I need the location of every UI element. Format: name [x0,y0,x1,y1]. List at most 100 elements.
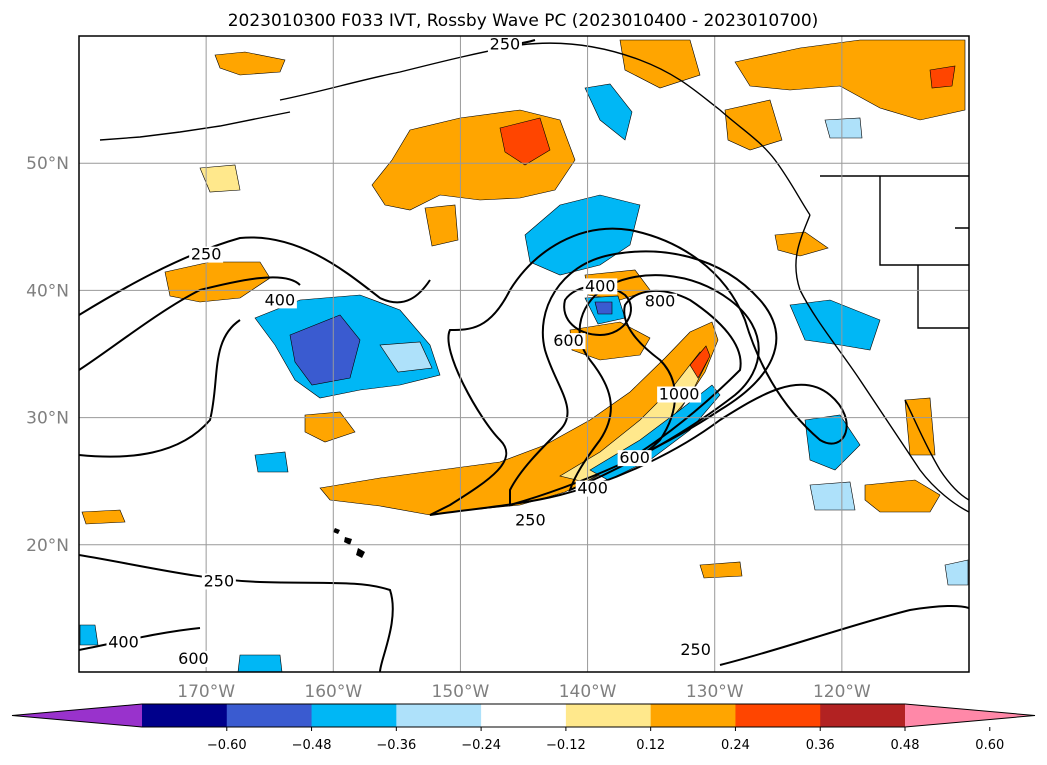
colorbar-segment [396,704,482,727]
contour-250-south [79,554,394,672]
lon-tick-label: 170°W [177,682,235,702]
contour-label-text: 250 [515,510,546,529]
contour-label-bg [575,480,610,497]
contour-label-text: 400 [585,276,616,295]
colorbar-segment [650,704,736,727]
lat-tick-label: 40°N [26,281,69,301]
shading-ne2 [734,39,966,121]
colorbar-tick-label: 0.60 [975,738,1004,753]
shading-small5 [699,561,743,579]
shading-coast [724,99,783,151]
colorbar-segment [820,704,906,727]
colorbar-segment [565,704,652,727]
lon-tick-label: 130°W [686,682,744,702]
contour-label-text: 800 [645,292,676,311]
colorbar-tick-label: 0.24 [721,738,750,753]
colorbar-tick-label: −0.36 [376,738,416,753]
contour-label-text: 250 [680,640,711,659]
contour-label-bg [106,634,141,651]
contour-label-bg [189,246,224,263]
contour-400-main [509,250,778,507]
coast-aleutians [99,111,291,141]
contour-label-bg [262,292,297,309]
shading-west-edge [199,164,241,193]
contour-label-text: 600 [619,448,650,467]
lon-tick-label: 140°W [559,682,617,702]
contour-label-bg [201,573,236,590]
contour-label-text: 400 [265,290,296,309]
contour-label: 1000 [657,385,702,404]
shading-mid [304,411,356,443]
shading-neg-ne [584,83,633,141]
shading-small3 [904,397,936,456]
contour-800 [619,289,742,466]
contour-label: 250 [513,510,548,529]
lon-tick-label: 120°W [813,682,871,702]
contour-label-text: 250 [204,572,235,591]
shading-neg-west-core [289,314,361,386]
contour-label-text: 400 [577,479,608,498]
shading-small4 [214,51,286,76]
contour-250-main [429,227,848,516]
ivt-contour-labels: 250 250 400 400 600 800 1000 600 400 250 250 400 600… [106,35,713,668]
coast-alaska [279,42,811,216]
colorbar-tick-label: −0.60 [207,738,247,753]
contour-label-bg [583,278,618,295]
contour-label-bg [551,333,586,350]
colorbar: −0.60 −0.48 −0.36 −0.24 −0.12 0.12 0.24 0.36 0.4… [11,703,1036,753]
contour-250-se [719,604,969,666]
shading-north-pacific-red [499,117,551,166]
colorbar-segment [311,704,397,727]
colorbar-extend-low [12,704,142,727]
contour-label: 400 [583,276,618,295]
shading-neg-mid [254,451,289,473]
shading-neg-east3 [809,481,856,511]
map-title: 2023010300 F033 IVT, Rossby Wave PC (202… [228,11,819,31]
contour-label: 250 [678,640,713,659]
colorbar-outline [11,703,1036,728]
contour-label: 600 [551,331,586,350]
contour-label-bg [487,36,522,53]
contour-600-main [568,274,760,492]
colorbar-extend-high [905,704,1035,727]
contour-label-bg [513,512,548,529]
contour-west-loop [79,319,241,458]
colorbar-tick-label: −0.48 [292,738,332,753]
shading-neg-west-light [379,341,433,373]
contour-label-text: 250 [490,35,521,54]
island-hawaii [333,528,365,558]
shading-ar-red [689,345,711,379]
shading-neg-gyre-core [594,301,613,315]
contour-label: 800 [643,292,678,311]
map-tick-labels: 170°W 160°W 150°W 140°W 130°W 120°W 20°N 30°N 40… [26,154,871,702]
contour-label-text: 600 [178,649,209,668]
shading-ne-red [929,65,956,89]
shading-small1 [424,204,459,247]
contour-label: 250 [201,572,236,591]
ivt-contours [79,39,969,672]
map-frame [78,35,970,673]
lat-tick-label: 50°N [26,154,69,174]
border-states [879,176,969,329]
contour-label-bg [617,450,652,467]
colorbar-segment [481,704,567,727]
contour-label: 250 [487,35,522,54]
contour-250-west [79,236,431,316]
contour-label-bg [643,293,678,310]
shading-neg-se [944,559,969,586]
colorbar-segment [142,704,228,727]
lon-tick-label: 160°W [304,682,362,702]
colorbar-segment [735,704,821,727]
shading-neg-sw [237,654,283,672]
colorbar-tick-label: −0.12 [546,738,586,753]
contour-label: 400 [262,290,297,309]
contour-label: 600 [617,448,652,467]
contour-label-bg [176,651,211,668]
shading-ne [619,39,701,89]
shading-small2 [81,509,126,525]
map-gridlines [79,36,969,672]
lat-tick-label: 20°N [26,536,69,556]
shading-neg-sw2 [79,624,99,646]
shading-neg-coast [824,117,863,139]
